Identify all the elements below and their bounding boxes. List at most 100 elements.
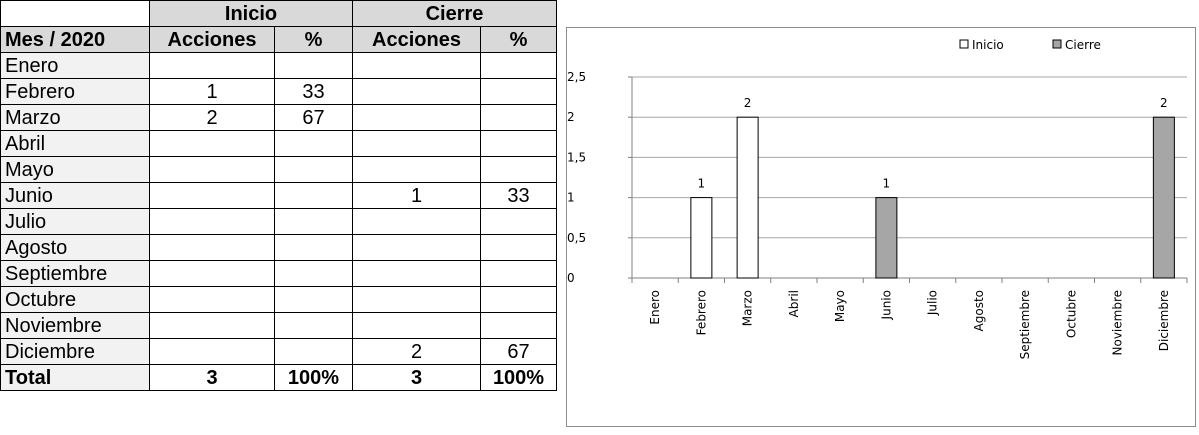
inicio-pct-cell	[273, 312, 354, 339]
header-acciones-cierre: Acciones	[352, 26, 482, 53]
inicio-acciones-cell	[149, 338, 275, 365]
header-pct-cierre: %	[480, 26, 558, 53]
data-label: 2	[1160, 96, 1168, 110]
group-header-row: Inicio Cierre	[0, 0, 558, 27]
cierre-acciones-cell	[352, 286, 482, 313]
table-row: Septiembre	[0, 260, 558, 287]
inicio-pct-cell	[273, 208, 354, 235]
inicio-pct-cell	[273, 52, 354, 79]
cierre-pct-cell	[480, 286, 558, 313]
x-tick-label: Septiembre	[1018, 290, 1032, 359]
table-row: Marzo 2 67	[0, 104, 558, 131]
bar-cierre	[1152, 116, 1175, 279]
y-tick-label: 0,5	[567, 231, 586, 245]
cierre-pct-cell	[480, 234, 558, 261]
legend-swatch-cierre	[1052, 39, 1062, 49]
legend-label: Inicio	[972, 38, 1004, 52]
data-label: 1	[698, 177, 706, 191]
x-tick-label: Marzo	[741, 290, 755, 326]
cierre-acciones-cell: 2	[352, 338, 482, 365]
cierre-pct-cell: 67	[480, 338, 558, 365]
table-row: Junio 1 33	[0, 182, 558, 209]
header-pct-inicio: %	[273, 26, 354, 53]
inicio-acciones-cell	[149, 312, 275, 339]
inicio-pct-cell	[273, 338, 354, 365]
total-inicio-acciones: 3	[149, 364, 275, 391]
cierre-pct-cell	[480, 312, 558, 339]
month-cell: Septiembre	[0, 260, 150, 287]
total-cierre-acciones: 3	[352, 364, 482, 391]
cierre-acciones-cell	[352, 208, 482, 235]
inicio-pct-cell	[273, 234, 354, 261]
table-row: Diciembre 2 67	[0, 338, 558, 365]
x-tick-label: Enero	[648, 290, 662, 325]
x-tick-label: Noviembre	[1111, 290, 1125, 356]
month-cell: Abril	[0, 130, 150, 157]
inicio-acciones-cell	[149, 156, 275, 183]
total-cierre-pct: 100%	[480, 364, 558, 391]
inicio-acciones-cell	[149, 52, 275, 79]
month-cell: Enero	[0, 52, 150, 79]
cierre-acciones-cell	[352, 312, 482, 339]
month-cell: Octubre	[0, 286, 150, 313]
inicio-acciones-cell	[149, 208, 275, 235]
table-row: Noviembre	[0, 312, 558, 339]
table-row: Febrero 1 33	[0, 78, 558, 105]
y-tick-label: 2	[567, 110, 575, 124]
data-label: 1	[883, 177, 891, 191]
cierre-acciones-cell	[352, 234, 482, 261]
inicio-acciones-cell	[149, 130, 275, 157]
y-tick-label: 2,5	[567, 70, 586, 84]
x-tick-label: Octubre	[1064, 290, 1078, 338]
table-row: Julio	[0, 208, 558, 235]
cierre-acciones-cell	[352, 156, 482, 183]
table-row: Octubre	[0, 286, 558, 313]
inicio-acciones-cell	[149, 286, 275, 313]
y-tick-label: 0	[567, 271, 575, 285]
cierre-acciones-cell: 1	[352, 182, 482, 209]
data-label: 2	[744, 96, 752, 110]
x-tick-label: Abril	[787, 290, 801, 317]
cierre-pct-cell	[480, 78, 558, 105]
cierre-pct-cell	[480, 208, 558, 235]
total-inicio-pct: 100%	[273, 364, 354, 391]
inicio-pct-cell: 67	[273, 104, 354, 131]
cierre-pct-cell	[480, 52, 558, 79]
legend-label: Cierre	[1065, 38, 1101, 52]
bar-cierre	[875, 197, 898, 279]
cierre-pct-cell	[480, 156, 558, 183]
cierre-acciones-cell	[352, 260, 482, 287]
inicio-acciones-cell: 1	[149, 78, 275, 105]
inicio-pct-cell	[273, 182, 354, 209]
month-cell: Mayo	[0, 156, 150, 183]
group-header-cierre: Cierre	[352, 0, 558, 27]
table-row: Agosto	[0, 234, 558, 261]
cierre-acciones-cell	[352, 52, 482, 79]
table-row: Mayo	[0, 156, 558, 183]
month-cell: Febrero	[0, 78, 150, 105]
x-tick-label: Junio	[879, 290, 893, 320]
inicio-pct-cell	[273, 260, 354, 287]
month-cell: Noviembre	[0, 312, 150, 339]
bar-inicio	[690, 197, 713, 279]
month-cell: Agosto	[0, 234, 150, 261]
inicio-pct-cell: 33	[273, 78, 354, 105]
corner-cell	[0, 0, 150, 27]
inicio-pct-cell	[273, 130, 354, 157]
inicio-pct-cell	[273, 156, 354, 183]
table-row: Enero	[0, 52, 558, 79]
month-cell: Marzo	[0, 104, 150, 131]
inicio-acciones-cell	[149, 234, 275, 261]
month-cell: Julio	[0, 208, 150, 235]
bar-chart: 0 0,5 1 1,5 2 2,5 Enero Febrero Marzo Abril Mayo Ju…	[567, 38, 1188, 359]
header-acciones-inicio: Acciones	[149, 26, 275, 53]
legend-swatch-inicio	[959, 39, 969, 49]
chart-area: 0 0,5 1 1,5 2 2,5 Enero Febrero Marzo Abril Mayo Ju…	[566, 27, 1196, 427]
table-body: Inicio Cierre Mes / 2020 Acciones % Acci…	[0, 0, 558, 391]
inicio-acciones-cell: 2	[149, 104, 275, 131]
x-tick-label: Febrero	[694, 290, 708, 335]
x-tick-label: Mayo	[833, 290, 847, 322]
x-tick-label: Agosto	[972, 290, 986, 331]
cierre-acciones-cell	[352, 104, 482, 131]
month-cell: Diciembre	[0, 338, 150, 365]
